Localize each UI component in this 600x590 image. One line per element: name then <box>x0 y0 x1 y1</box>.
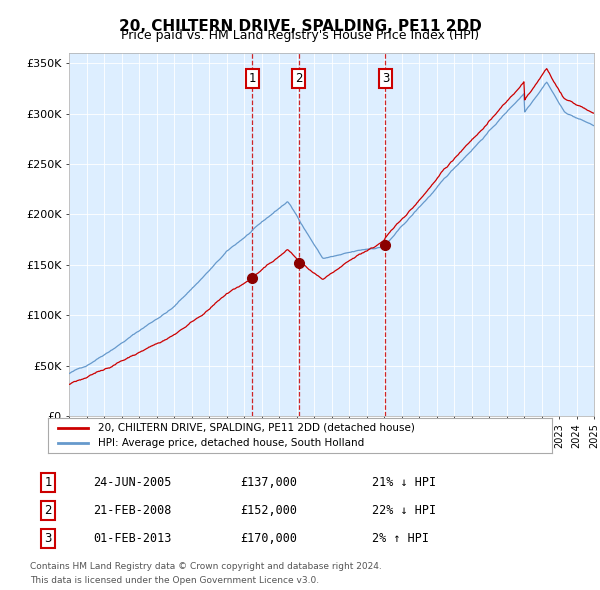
Text: 20, CHILTERN DRIVE, SPALDING, PE11 2DD: 20, CHILTERN DRIVE, SPALDING, PE11 2DD <box>119 19 481 34</box>
Text: 3: 3 <box>382 72 389 85</box>
Text: Price paid vs. HM Land Registry's House Price Index (HPI): Price paid vs. HM Land Registry's House … <box>121 30 479 42</box>
Text: £152,000: £152,000 <box>240 504 297 517</box>
Text: 21% ↓ HPI: 21% ↓ HPI <box>372 476 436 489</box>
Text: Contains HM Land Registry data © Crown copyright and database right 2024.
This d: Contains HM Land Registry data © Crown c… <box>30 562 382 585</box>
Text: 01-FEB-2013: 01-FEB-2013 <box>93 532 172 545</box>
Text: 21-FEB-2008: 21-FEB-2008 <box>93 504 172 517</box>
Text: £170,000: £170,000 <box>240 532 297 545</box>
Text: 1: 1 <box>44 476 52 489</box>
Text: 2: 2 <box>295 72 302 85</box>
Text: £137,000: £137,000 <box>240 476 297 489</box>
Text: HPI: Average price, detached house, South Holland: HPI: Average price, detached house, Sout… <box>98 438 365 448</box>
Text: 3: 3 <box>44 532 52 545</box>
Text: 2: 2 <box>44 504 52 517</box>
Text: 2% ↑ HPI: 2% ↑ HPI <box>372 532 429 545</box>
Text: 20, CHILTERN DRIVE, SPALDING, PE11 2DD (detached house): 20, CHILTERN DRIVE, SPALDING, PE11 2DD (… <box>98 422 415 432</box>
Text: 22% ↓ HPI: 22% ↓ HPI <box>372 504 436 517</box>
Text: 1: 1 <box>248 72 256 85</box>
Text: 24-JUN-2005: 24-JUN-2005 <box>93 476 172 489</box>
